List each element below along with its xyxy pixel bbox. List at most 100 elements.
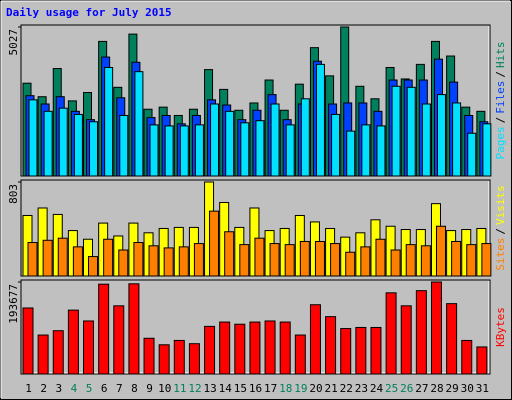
y-tick-label: 5027 <box>7 29 20 56</box>
bar <box>285 124 295 177</box>
legend: KBytes <box>494 307 507 347</box>
bar <box>219 321 231 375</box>
bar <box>355 326 367 375</box>
bar <box>430 281 442 375</box>
bar <box>376 125 386 177</box>
bar <box>375 238 386 277</box>
legend-separator: / <box>494 71 507 78</box>
bar <box>466 244 477 277</box>
bar <box>284 244 295 277</box>
x-tick-label: 29 <box>446 382 459 395</box>
bar <box>240 122 250 177</box>
bar <box>128 283 140 375</box>
bar <box>225 110 235 177</box>
x-tick-label: 19 <box>294 382 307 395</box>
bar <box>163 247 174 277</box>
bar <box>406 86 416 177</box>
x-tick-label: 3 <box>56 382 63 395</box>
bar <box>254 237 265 277</box>
chart-title: Daily usage for July 2015 <box>6 6 172 19</box>
bar <box>67 309 79 375</box>
y-tick-label: 193677 <box>7 284 20 324</box>
bar <box>467 132 477 177</box>
bar <box>346 130 356 177</box>
bar <box>43 110 53 177</box>
bar <box>234 323 246 375</box>
x-tick-label: 14 <box>219 382 233 395</box>
bar <box>315 63 325 177</box>
bar <box>58 107 68 177</box>
bar <box>405 244 416 277</box>
bar <box>331 113 341 177</box>
x-tick-label: 7 <box>116 382 123 395</box>
bar <box>134 71 144 177</box>
bar <box>88 256 99 277</box>
bar <box>476 346 488 375</box>
bar <box>118 249 129 277</box>
legend-separator: / <box>494 228 507 235</box>
legend-entry: Hits <box>494 42 507 69</box>
x-tick-label: 17 <box>264 382 277 395</box>
bar <box>255 120 265 177</box>
bar <box>264 320 276 375</box>
x-tick-label: 27 <box>415 382 428 395</box>
x-tick-label: 2 <box>40 382 47 395</box>
x-tick-label: 6 <box>101 382 108 395</box>
bar <box>164 125 174 177</box>
bar <box>143 337 155 375</box>
x-tick-label: 12 <box>188 382 201 395</box>
bar <box>300 98 310 177</box>
bar <box>210 103 220 177</box>
bar <box>452 102 462 177</box>
x-tick-label: 15 <box>234 382 247 395</box>
x-tick-label: 24 <box>370 382 384 395</box>
bar <box>370 326 382 375</box>
bar <box>98 283 110 375</box>
bar <box>193 243 204 277</box>
bar <box>133 242 144 277</box>
legend-entry: Visits <box>494 185 507 225</box>
bar <box>249 321 261 375</box>
bar <box>481 243 492 277</box>
x-tick-label: 26 <box>400 382 413 395</box>
bar <box>179 125 189 177</box>
bar <box>113 305 125 375</box>
x-tick-label: 18 <box>279 382 292 395</box>
bar <box>385 292 397 375</box>
x-tick-label: 5 <box>86 382 93 395</box>
bar <box>482 123 492 177</box>
bar <box>42 239 53 277</box>
bar <box>325 316 337 375</box>
x-tick-label: 8 <box>131 382 138 395</box>
bar <box>269 243 280 277</box>
bar <box>340 328 352 375</box>
bar <box>299 240 310 277</box>
bar <box>188 343 200 375</box>
bar <box>361 124 371 177</box>
bar <box>173 339 185 375</box>
bar <box>119 114 129 177</box>
bar <box>28 99 38 177</box>
bar <box>435 225 446 277</box>
x-tick-label: 9 <box>146 382 153 395</box>
bar <box>52 330 64 375</box>
bar <box>27 242 38 277</box>
x-tick-label: 16 <box>249 382 262 395</box>
bar <box>451 240 462 277</box>
bar <box>104 66 114 177</box>
x-tick-label: 1 <box>25 382 32 395</box>
y-tick-label: 803 <box>7 184 20 204</box>
legend-entry: KBytes <box>494 307 507 347</box>
bar <box>400 305 412 375</box>
x-tick-label: 31 <box>476 382 489 395</box>
bar <box>224 231 235 277</box>
x-tick-label: 30 <box>461 382 474 395</box>
bar <box>103 238 114 277</box>
legend-entry: Files <box>494 81 507 114</box>
bar <box>309 304 321 375</box>
legend-separator: / <box>494 117 507 124</box>
bar <box>345 251 356 277</box>
bar <box>204 325 216 375</box>
bar <box>83 320 95 375</box>
